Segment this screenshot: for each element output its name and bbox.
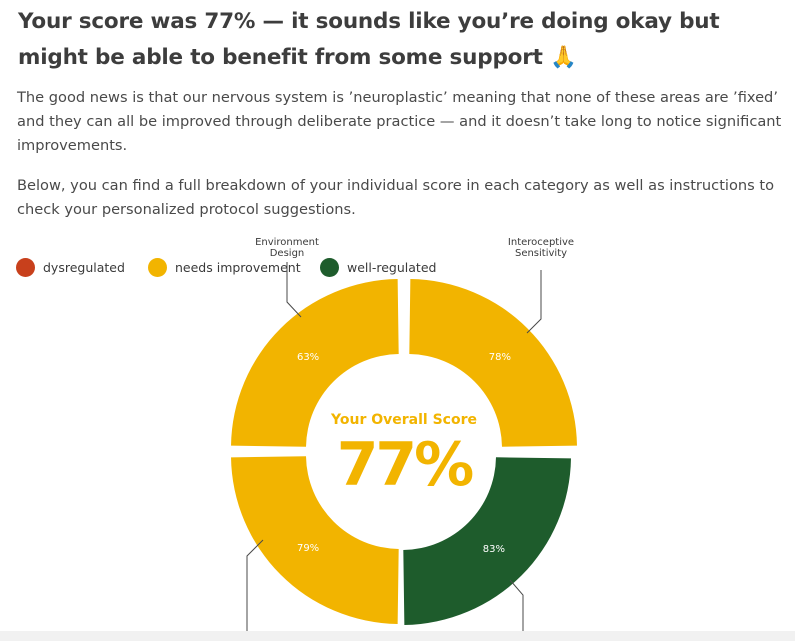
slice-environment-design	[231, 279, 399, 447]
folded-hands-icon: 🙏	[550, 45, 577, 70]
legend-label-dysregulated: dysregulated	[43, 260, 125, 275]
leader-line	[286, 262, 302, 318]
legend-swatch-dysregulated	[16, 258, 35, 277]
slice-value-label: 63%	[297, 352, 319, 363]
overall-score-title: Your Overall Score	[330, 412, 477, 428]
slice-value-label: 79%	[297, 543, 319, 554]
leader-line	[526, 270, 542, 334]
leader-line	[246, 539, 264, 631]
slice-interoceptive-sensitivity	[409, 279, 577, 447]
neuroplastic-paragraph: The good news is that our nervous system…	[17, 89, 782, 154]
legend-label-well-regulated: well-regulated	[347, 260, 437, 275]
legend-label-needs-improvement: needs improvement	[175, 260, 301, 275]
headline-text: Your score was 77% — it sounds like you’…	[18, 9, 720, 70]
slice-segment-2	[403, 457, 571, 625]
breakdown-paragraph: Below, you can find a full breakdown of …	[17, 177, 775, 218]
category-label-environment-design: Environment	[255, 237, 319, 248]
slice-value-label: 78%	[489, 352, 511, 363]
overall-score-value: 77%	[337, 430, 473, 500]
score-headline: Your score was 77% — it sounds like you’…	[18, 4, 793, 76]
legend-item-dysregulated: dysregulated	[16, 258, 125, 277]
slice-value-label: 83%	[483, 544, 505, 555]
category-label-interoceptive-sensitivity: Interoceptive	[508, 237, 574, 248]
legend-swatch-needs-improvement	[148, 258, 167, 277]
slice-segment-3	[231, 456, 399, 624]
legend-swatch-well-regulated	[320, 258, 339, 277]
leader-line	[509, 579, 524, 631]
legend-item-well-regulated: well-regulated	[320, 258, 436, 277]
category-label-interoceptive-sensitivity: Sensitivity	[515, 248, 567, 259]
page-bottom-strip	[0, 631, 795, 641]
legend-item-needs-improvement: needs improvement	[148, 258, 301, 277]
category-label-environment-design: Design	[270, 248, 305, 259]
